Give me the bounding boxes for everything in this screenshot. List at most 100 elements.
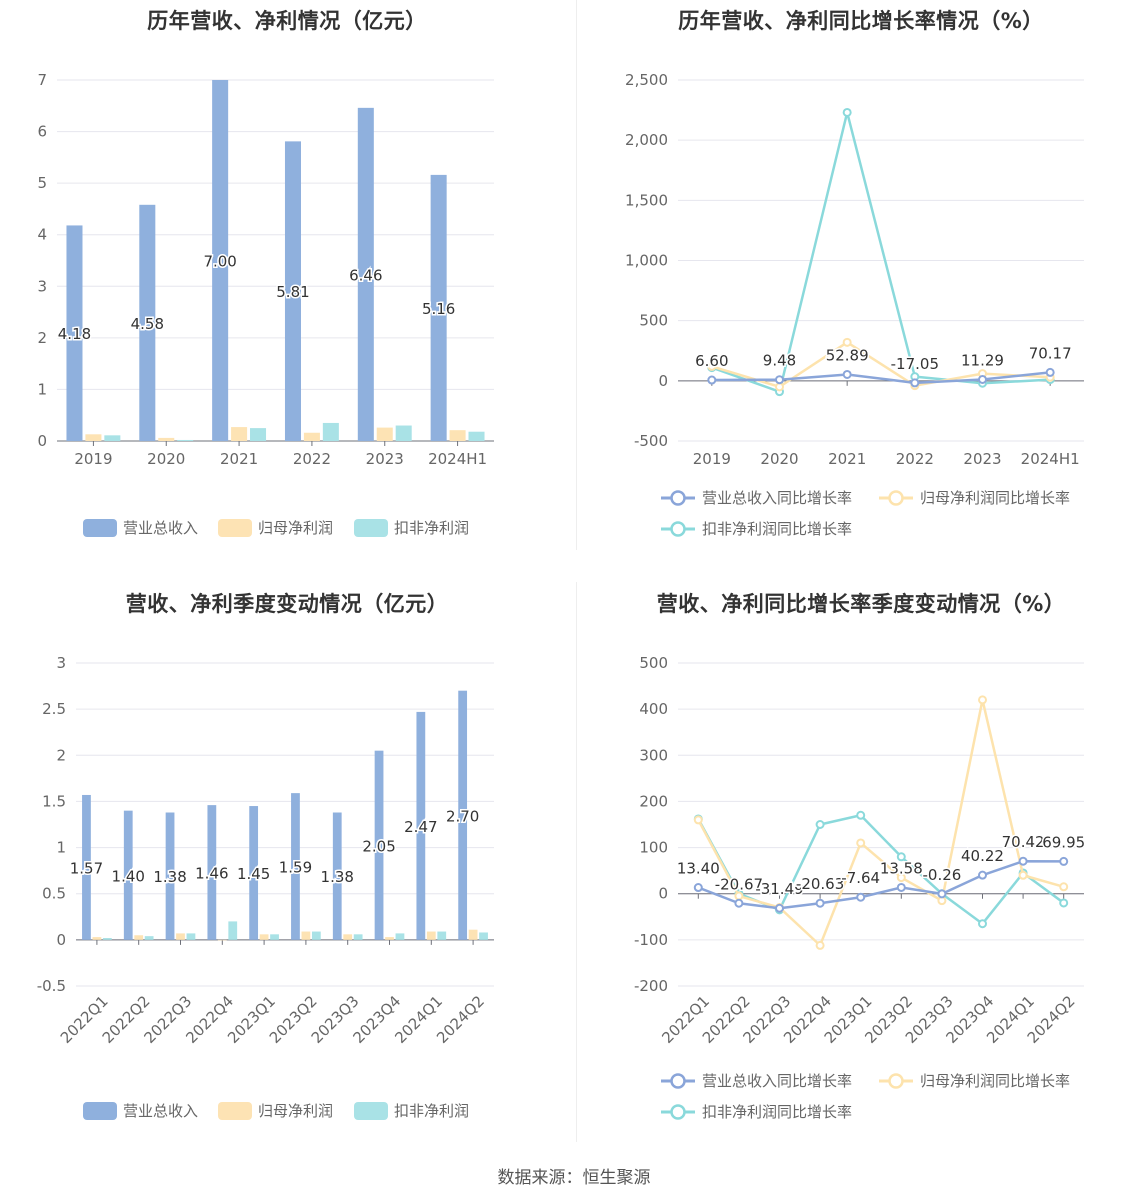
- data-point-1: [775, 903, 784, 913]
- y-tick-label: 0: [56, 931, 66, 949]
- data-label: 5.81: [276, 283, 309, 301]
- legend-label: 扣非净利润同比增长率: [702, 1103, 853, 1121]
- bar-2: [134, 935, 144, 940]
- bar-3: [322, 422, 339, 441]
- data-label: 52.89: [826, 346, 869, 364]
- legend-swatch: [83, 518, 117, 537]
- data-label: 2.47: [404, 818, 437, 836]
- data-point-2: [707, 361, 717, 371]
- data-label: 6.46: [349, 266, 382, 284]
- legend-item[interactable]: 扣非净利润: [354, 517, 469, 538]
- bar-1: [212, 80, 229, 441]
- legend-swatch: [218, 1101, 252, 1120]
- bar-1: [458, 690, 468, 940]
- bar-3: [353, 934, 363, 940]
- legend-line-icon: [661, 520, 695, 537]
- legend-item[interactable]: 归母净利润同比增长率: [878, 1070, 1070, 1091]
- x-tick-label: 2021: [220, 450, 258, 468]
- legend-line-icon: [879, 1072, 913, 1089]
- y-tick-label: 5: [37, 174, 47, 192]
- bar-3: [479, 932, 488, 940]
- data-point-1: [978, 374, 987, 384]
- data-point-1: [842, 369, 852, 379]
- legend-item[interactable]: 营业总收入同比增长率: [660, 487, 852, 508]
- data-label: 4.58: [131, 315, 164, 333]
- legend-label: 归母净利润同比增长率: [920, 489, 1071, 507]
- data-label: 70.17: [1029, 344, 1072, 362]
- legend-label: 归母净利润同比增长率: [920, 1072, 1071, 1090]
- y-tick-label: 2: [37, 329, 47, 347]
- data-label: -20.63: [796, 875, 844, 893]
- x-tick-label: 2021: [828, 450, 866, 468]
- bar-1: [66, 225, 83, 441]
- data-point-1: [775, 375, 784, 385]
- data-point-1: [937, 889, 947, 899]
- legend-label: 营业总收入同比增长率: [702, 1072, 853, 1090]
- data-label: -17.05: [891, 355, 939, 373]
- series-line-3: [711, 111, 1051, 393]
- annual-revenue-profit-chart: 历年营收、净利情况（亿元） 0 1 2 3 4 5 6 7 2019 2020 2021 2022 20…: [0, 0, 574, 580]
- bar-2: [176, 933, 185, 940]
- y-tick-label: 0.5: [42, 885, 66, 903]
- y-tick-label: 3: [37, 277, 47, 295]
- y-tick-label: 7: [37, 71, 47, 89]
- data-source-note: 数据来源：恒生聚源: [497, 1168, 651, 1188]
- legend-item[interactable]: 扣非净利润同比增长率: [660, 518, 852, 539]
- data-label: 6.60: [695, 352, 728, 370]
- x-tick-label: 2020: [760, 450, 798, 468]
- series-line-2: [697, 698, 1065, 947]
- legend-item[interactable]: 归母净利润: [218, 517, 333, 538]
- x-tick-label: 2019: [74, 450, 112, 468]
- legend-swatch: [83, 1101, 117, 1120]
- legend-item[interactable]: 营业总收入: [83, 517, 198, 538]
- data-point-1: [815, 898, 825, 908]
- y-tick-label: 500: [639, 654, 668, 672]
- chart-plot: 0 1 2 3 4 5 6 7 2019 2020 2021 2022 2023 2024H1 4.18 4.…: [37, 71, 494, 468]
- series-line-2: [711, 341, 1051, 389]
- chart-title: 营收、净利同比增长率季度变动情况（%）: [656, 592, 1066, 616]
- x-tick-label: 2020: [147, 450, 185, 468]
- x-tick-label: 2022: [293, 450, 331, 468]
- data-label: 1.45: [237, 865, 270, 883]
- legend-item[interactable]: 营业总收入: [83, 1100, 198, 1121]
- series-line-1: [697, 859, 1064, 910]
- y-tick-label: 4: [37, 226, 47, 244]
- y-tick-label: 0: [37, 432, 47, 450]
- y-tick-label: 1: [56, 839, 66, 857]
- bar-2: [303, 432, 320, 441]
- legend-item[interactable]: 归母净利润同比增长率: [878, 487, 1070, 508]
- data-label: 13.40: [677, 860, 720, 878]
- bar-3: [177, 439, 194, 441]
- data-label: 1.38: [321, 868, 354, 886]
- legend-label: 扣非净利润: [394, 1102, 470, 1120]
- data-point-2: [896, 873, 906, 883]
- bar-2: [468, 929, 478, 940]
- data-label: 1.57: [70, 859, 103, 877]
- data-label: 1.40: [112, 867, 145, 885]
- series-line-1: [711, 371, 1051, 385]
- data-point-1: [856, 892, 866, 902]
- y-tick-label: 2.5: [42, 700, 66, 718]
- legend-item[interactable]: 扣非净利润: [354, 1100, 469, 1121]
- annual-growth-rate-chart: 历年营收、净利同比增长率情况（%） -500 0 500 1,000 1,500 2,00…: [574, 0, 1148, 580]
- data-label: 9.48: [763, 352, 796, 370]
- legend-label: 归母净利润: [258, 1102, 334, 1120]
- bar-3: [311, 931, 321, 940]
- chart-title: 营收、净利季度变动情况（亿元）: [125, 592, 449, 616]
- bar-1: [416, 711, 426, 940]
- legend-item[interactable]: 归母净利润: [218, 1100, 333, 1121]
- data-point-2: [734, 891, 744, 901]
- vertical-divider-bottom: [576, 582, 577, 1142]
- data-label: 40.22: [961, 847, 1004, 865]
- y-tick-label: 100: [639, 839, 668, 857]
- y-tick-label: -200: [634, 977, 668, 995]
- legend-item[interactable]: 扣非净利润同比增长率: [660, 1101, 852, 1122]
- legend-item[interactable]: 营业总收入同比增长率: [660, 1070, 852, 1091]
- legend-marker: [670, 520, 686, 537]
- bar-3: [144, 936, 154, 940]
- y-tick-label: -0.5: [37, 977, 66, 995]
- data-label: 1.38: [153, 868, 186, 886]
- chart-plot: -500 0 500 1,000 1,500 2,000 2,500 2019 2020 2021…: [625, 71, 1084, 468]
- bar-2: [343, 934, 353, 940]
- y-tick-label: 2,000: [625, 131, 668, 149]
